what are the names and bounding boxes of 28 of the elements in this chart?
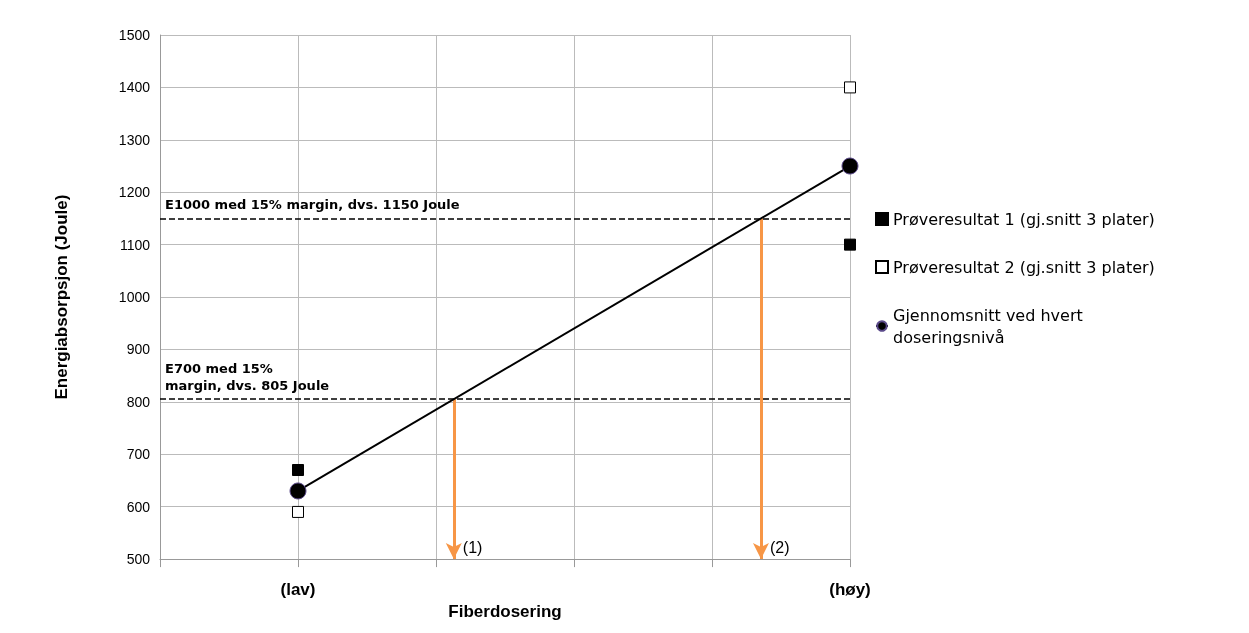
y-tick-label: 700	[126, 446, 151, 463]
y-tick-label: 600	[126, 498, 151, 515]
point	[841, 157, 859, 175]
point	[292, 464, 304, 476]
y-tick-label: 1400	[118, 79, 151, 96]
annotation: (2)	[769, 538, 790, 556]
y-tick-label: 900	[126, 341, 151, 358]
ref-line-label: E700 med 15% margin, dvs. 805 Joule	[165, 361, 330, 394]
y-tick-label: 1100	[119, 236, 151, 253]
ref-line-label: E1000 med 15% margin, dvs. 1150 Joule	[165, 197, 460, 213]
point	[292, 505, 304, 518]
legend-label: Prøveresultat 1 (gj.snitt 3 plater)	[893, 209, 1155, 229]
point	[844, 81, 856, 94]
point	[289, 482, 307, 500]
x-tick-label: (høy)	[829, 580, 871, 600]
y-axis-title: Energiabsorpsjon (Joule)	[52, 194, 71, 400]
y-tick-label: 1000	[118, 289, 151, 306]
legend-label: Gjennomsnitt ved hvert doseringsnivå	[893, 305, 1088, 347]
y-tick-label: 1500	[118, 27, 151, 43]
point	[844, 238, 856, 251]
y-tick-label: 1300	[118, 131, 151, 148]
legend-label: Prøveresultat 2 (gj.snitt 3 plater)	[893, 257, 1155, 277]
annotation: (1)	[462, 538, 483, 556]
y-tick-label: 500	[126, 551, 151, 568]
x-tick-label: (lav)	[280, 580, 316, 600]
y-tick-label: 800	[126, 393, 151, 410]
y-tick-label: 1200	[118, 184, 151, 201]
x-axis-title: Fiberdosering	[448, 602, 562, 621]
